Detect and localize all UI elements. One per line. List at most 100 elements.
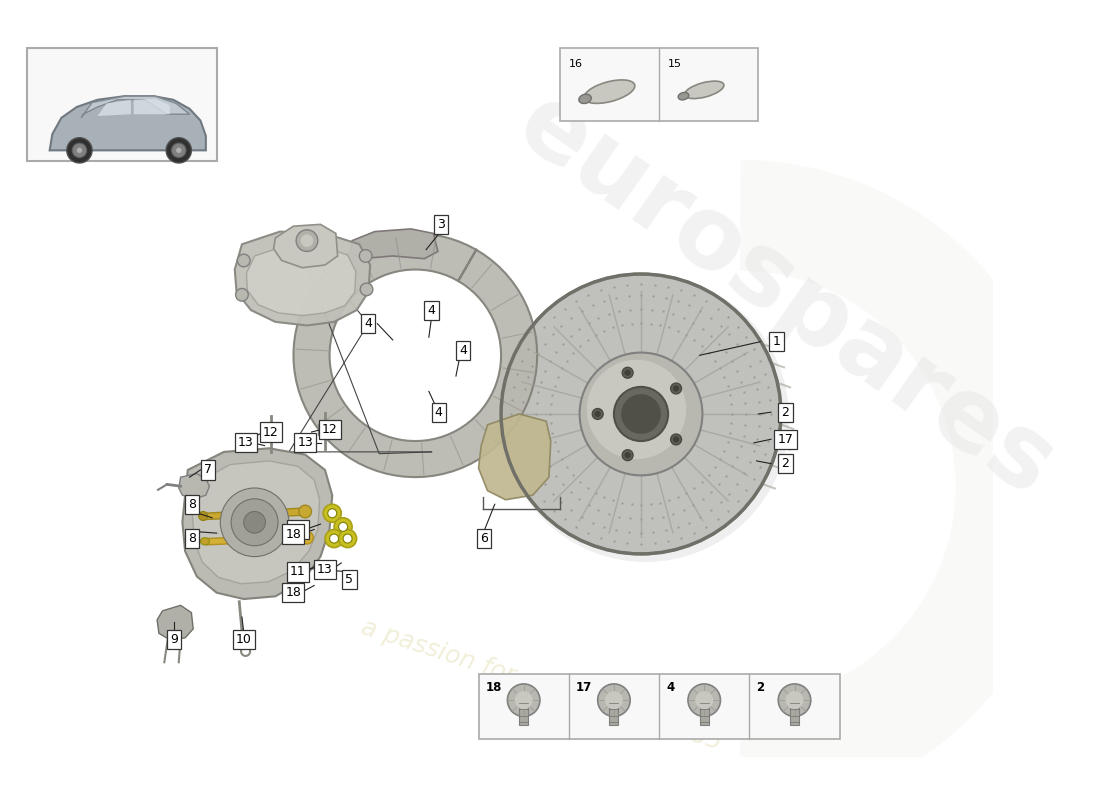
Circle shape [238, 254, 250, 267]
Text: 18: 18 [286, 586, 301, 599]
Circle shape [614, 387, 668, 441]
Circle shape [328, 509, 337, 518]
Circle shape [594, 411, 601, 417]
Circle shape [323, 504, 341, 522]
Bar [519, 700, 528, 726]
Circle shape [330, 534, 339, 543]
Bar [700, 700, 708, 726]
Polygon shape [246, 245, 355, 315]
Circle shape [507, 684, 540, 717]
Bar [28, 48, 217, 161]
Text: 12: 12 [263, 426, 278, 438]
Text: 13: 13 [238, 436, 253, 450]
Text: 18: 18 [486, 682, 502, 694]
Text: 4: 4 [428, 304, 436, 317]
Circle shape [671, 383, 682, 394]
Circle shape [73, 143, 87, 158]
Text: a passion for parts since 1985: a passion for parts since 1985 [359, 615, 725, 754]
Text: 4: 4 [459, 344, 468, 358]
Circle shape [339, 530, 356, 547]
Text: 5: 5 [345, 573, 353, 586]
Polygon shape [294, 234, 537, 477]
Text: 3: 3 [437, 218, 444, 231]
Circle shape [779, 684, 811, 717]
Circle shape [339, 522, 348, 531]
Circle shape [785, 691, 803, 709]
Ellipse shape [200, 538, 209, 545]
Bar [790, 700, 799, 726]
Bar [264, 426, 278, 438]
Text: 8: 8 [188, 532, 196, 545]
Circle shape [515, 691, 532, 709]
Text: 15: 15 [668, 59, 682, 69]
Circle shape [244, 511, 265, 533]
Circle shape [360, 283, 373, 296]
Ellipse shape [502, 275, 789, 562]
Bar [560, 48, 758, 121]
Circle shape [605, 691, 623, 709]
Text: eurospares: eurospares [498, 75, 1072, 518]
Circle shape [695, 691, 713, 709]
Text: 2: 2 [781, 406, 790, 418]
Circle shape [300, 531, 313, 544]
Text: 17: 17 [778, 433, 793, 446]
Circle shape [324, 530, 343, 547]
Polygon shape [350, 229, 438, 258]
Circle shape [673, 436, 679, 442]
Text: 11: 11 [290, 523, 306, 536]
Bar [609, 700, 618, 726]
Ellipse shape [684, 81, 724, 98]
Circle shape [343, 534, 352, 543]
Circle shape [166, 138, 191, 163]
Text: 1: 1 [772, 335, 780, 348]
Polygon shape [133, 99, 169, 114]
Polygon shape [179, 474, 209, 499]
Circle shape [235, 289, 249, 301]
Text: 18: 18 [286, 527, 301, 541]
Circle shape [360, 250, 372, 262]
Circle shape [625, 452, 630, 458]
Circle shape [623, 450, 632, 461]
Bar [318, 424, 332, 434]
Circle shape [199, 511, 208, 521]
Text: 8: 8 [188, 498, 196, 510]
Polygon shape [192, 461, 320, 584]
Circle shape [623, 367, 632, 378]
Ellipse shape [584, 80, 635, 103]
Text: 13: 13 [297, 436, 313, 450]
Text: 6: 6 [480, 532, 488, 545]
Polygon shape [157, 606, 194, 640]
Text: 12: 12 [321, 423, 338, 436]
Circle shape [67, 138, 92, 163]
Polygon shape [98, 100, 131, 116]
Circle shape [671, 434, 682, 445]
Ellipse shape [579, 94, 592, 103]
Circle shape [586, 360, 686, 459]
Circle shape [592, 409, 603, 419]
Circle shape [688, 684, 720, 717]
Text: 4: 4 [364, 317, 372, 330]
Circle shape [621, 394, 661, 434]
Circle shape [300, 234, 313, 247]
Circle shape [172, 143, 186, 158]
Circle shape [334, 518, 352, 536]
Text: 16: 16 [569, 59, 583, 69]
Polygon shape [204, 508, 309, 520]
Circle shape [597, 684, 630, 717]
Polygon shape [274, 224, 338, 268]
Circle shape [220, 488, 289, 557]
Polygon shape [206, 534, 310, 545]
Polygon shape [81, 96, 189, 118]
Circle shape [673, 386, 679, 392]
Polygon shape [478, 414, 551, 500]
Circle shape [176, 148, 182, 153]
Text: 4: 4 [667, 682, 674, 694]
Text: 2: 2 [781, 457, 790, 470]
Text: 7: 7 [204, 463, 211, 477]
Circle shape [299, 505, 311, 518]
Text: 9: 9 [170, 633, 178, 646]
Text: 2: 2 [757, 682, 764, 694]
Circle shape [77, 148, 82, 153]
Polygon shape [183, 448, 332, 599]
Circle shape [296, 230, 318, 251]
